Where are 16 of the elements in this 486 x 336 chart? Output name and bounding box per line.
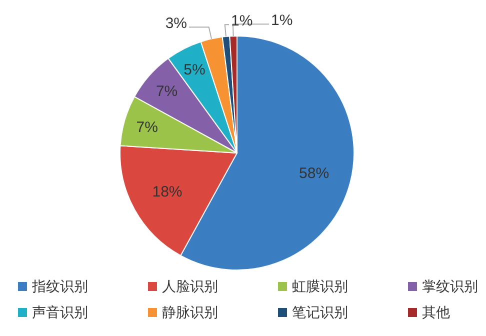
data-label: 7% (136, 118, 158, 136)
legend-label: 虹膜识别 (292, 279, 348, 295)
data-label: 5% (184, 62, 206, 79)
legend-label: 人脸识别 (162, 279, 218, 295)
legend-label: 声音识别 (32, 305, 88, 321)
legend-label: 其他 (422, 305, 450, 321)
legend-label: 指纹识别 (31, 279, 88, 295)
data-label: 18% (152, 183, 182, 200)
data-label: 7% (156, 83, 178, 100)
data-label: 1% (271, 12, 293, 30)
data-label: 3% (165, 15, 187, 32)
legend-label: 静脉识别 (162, 305, 218, 321)
data-label: 58% (299, 164, 330, 182)
data-label: 1% (231, 12, 253, 30)
legend-label: 笔记识别 (292, 305, 348, 321)
legend-label: 掌纹识别 (422, 279, 478, 295)
